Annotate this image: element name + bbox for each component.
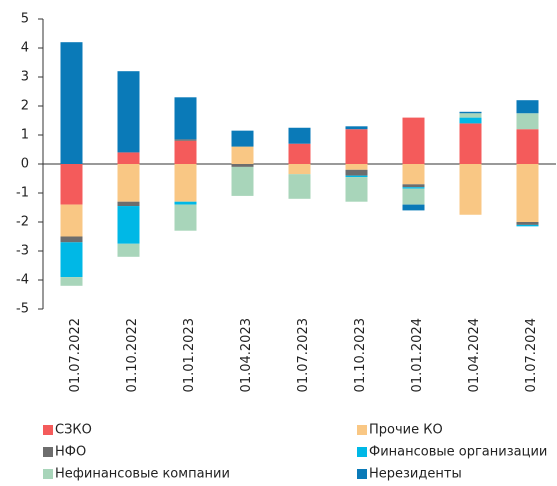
legend-label: СЗКО bbox=[55, 423, 92, 438]
legend-swatch bbox=[357, 447, 367, 457]
bar-segment bbox=[402, 204, 425, 211]
legend-swatch bbox=[357, 425, 367, 435]
bar-segment bbox=[117, 152, 140, 164]
bar-segment bbox=[516, 113, 539, 130]
y-tick-label: -5 bbox=[16, 302, 29, 317]
x-tick-label: 01.01.2023 bbox=[182, 318, 197, 392]
bar-segment bbox=[60, 204, 83, 237]
bar-segment bbox=[345, 169, 368, 176]
bar-segment bbox=[459, 113, 482, 118]
y-tick-label: -2 bbox=[16, 215, 29, 230]
bar-segment bbox=[174, 201, 197, 205]
bar-segment bbox=[459, 164, 482, 215]
x-tick-label: 01.04.2024 bbox=[467, 318, 482, 392]
bar-segment bbox=[60, 277, 83, 286]
bar-segment bbox=[117, 243, 140, 257]
bar-segment bbox=[231, 164, 254, 167]
bar-segment bbox=[174, 164, 197, 202]
y-tick-label: 5 bbox=[21, 12, 29, 27]
bar-segment bbox=[459, 123, 482, 164]
bar-segment bbox=[516, 222, 539, 225]
legend-swatch bbox=[357, 469, 367, 479]
bar-segment bbox=[117, 164, 140, 202]
legend-label: Нефинансовые компании bbox=[55, 467, 230, 482]
x-tick-label: 01.01.2024 bbox=[410, 318, 425, 392]
bar-segment bbox=[288, 143, 311, 164]
bar-segment bbox=[345, 177, 368, 202]
bar-segment bbox=[60, 242, 83, 278]
bar-segment bbox=[402, 164, 425, 185]
bar-segment bbox=[402, 187, 425, 189]
y-tick-label: -1 bbox=[16, 186, 29, 201]
bar-segment bbox=[459, 117, 482, 124]
legend-label: Финансовые организации bbox=[369, 445, 547, 460]
bar-segment bbox=[231, 166, 254, 196]
legend-label: Прочие КО bbox=[369, 423, 443, 438]
y-tick-label: 0 bbox=[21, 157, 29, 172]
bar-segment bbox=[516, 224, 539, 227]
bar-segment bbox=[117, 71, 140, 153]
bar-segment bbox=[174, 139, 197, 141]
bar-segment bbox=[117, 201, 140, 207]
bar-segment bbox=[117, 206, 140, 244]
x-tick-label: 01.07.2024 bbox=[524, 318, 539, 392]
bar-segment bbox=[60, 236, 83, 243]
bar-segment bbox=[516, 100, 539, 114]
bar-segment bbox=[174, 140, 197, 164]
y-tick-label: -4 bbox=[16, 273, 29, 288]
x-tick-label: 01.10.2022 bbox=[125, 318, 140, 392]
legend-label: НФО bbox=[55, 445, 86, 460]
bar-segment bbox=[174, 204, 197, 231]
bar-segment bbox=[174, 97, 197, 140]
bar-segment bbox=[516, 164, 539, 222]
bar-segment bbox=[60, 164, 83, 205]
legend-swatch bbox=[43, 469, 53, 479]
bar-segment bbox=[288, 127, 311, 144]
legend-swatch bbox=[43, 425, 53, 435]
x-tick-label: 01.10.2023 bbox=[353, 318, 368, 392]
bar-segment bbox=[459, 111, 482, 114]
y-tick-label: 1 bbox=[21, 128, 29, 143]
bar-segment bbox=[402, 188, 425, 205]
bar-segment bbox=[231, 146, 254, 164]
y-tick-label: 2 bbox=[21, 99, 29, 114]
x-tick-label: 01.07.2022 bbox=[68, 318, 83, 392]
bar-segment bbox=[288, 174, 311, 199]
y-tick-label: -3 bbox=[16, 244, 29, 259]
bar-segment bbox=[516, 129, 539, 164]
bar-segment bbox=[60, 42, 83, 165]
legend-swatch bbox=[43, 447, 53, 457]
bar-segment bbox=[402, 117, 425, 164]
bar-segment bbox=[345, 164, 368, 170]
bar-segment bbox=[345, 175, 368, 178]
legend-label: Нерезиденты bbox=[369, 467, 462, 482]
y-tick-label: 3 bbox=[21, 70, 29, 85]
bar-segment bbox=[345, 129, 368, 164]
bar-segment bbox=[231, 130, 254, 147]
x-tick-label: 01.07.2023 bbox=[296, 318, 311, 392]
bar-segment bbox=[345, 126, 368, 130]
bar-segment bbox=[402, 184, 425, 188]
x-tick-label: 01.04.2023 bbox=[239, 318, 254, 392]
bar-segment bbox=[288, 164, 311, 175]
y-tick-label: 4 bbox=[21, 41, 29, 56]
